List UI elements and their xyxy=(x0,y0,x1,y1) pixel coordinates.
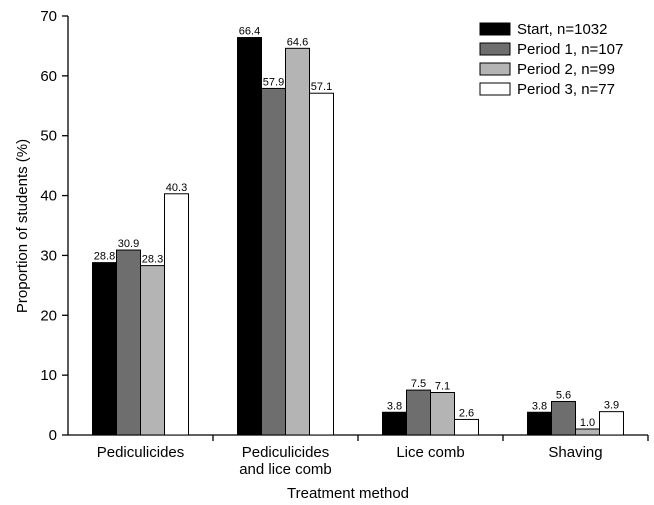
bar-value-label: 57.9 xyxy=(263,76,284,88)
bar-value-label: 30.9 xyxy=(118,238,139,250)
bar xyxy=(164,193,189,436)
bar-value-label: 3.8 xyxy=(532,400,547,412)
bar xyxy=(527,411,552,436)
bar-value-label: 1.0 xyxy=(580,417,595,429)
legend-swatch xyxy=(479,82,511,96)
bar xyxy=(599,411,624,436)
y-tick-label: 0 xyxy=(49,427,57,444)
x-tick-label: Shaving xyxy=(548,444,602,461)
bar xyxy=(406,389,431,436)
legend-swatch xyxy=(479,42,511,56)
bar-value-label: 3.9 xyxy=(604,400,619,412)
y-tick-label: 20 xyxy=(40,307,57,324)
legend: Start, n=1032 Period 1, n=107 Period 2, n=… xyxy=(479,21,623,98)
bar-value-label: 57.1 xyxy=(311,81,332,93)
bar xyxy=(309,92,334,436)
bar-value-label: 28.3 xyxy=(142,254,163,266)
x-tick-label: Lice comb xyxy=(396,444,464,461)
axes: 0 10 20 30 40 50 60 70 Pediculicides Pediculicide… xyxy=(40,8,649,478)
x-tick-label: Pediculicides xyxy=(97,444,185,461)
bar-value-label: 40.3 xyxy=(166,182,187,194)
bar xyxy=(454,418,479,436)
bar xyxy=(430,392,455,436)
bar xyxy=(261,87,286,436)
bar xyxy=(116,249,141,436)
legend-swatch xyxy=(479,62,511,76)
bar-value-label: 28.8 xyxy=(94,251,115,263)
bar-value-label: 5.6 xyxy=(556,389,571,401)
x-axis-title: Treatment method xyxy=(287,485,409,502)
bar-value-label: 66.4 xyxy=(239,26,260,38)
y-tick-label: 50 xyxy=(40,128,57,145)
bar xyxy=(140,265,165,436)
y-tick-label: 60 xyxy=(40,68,57,85)
bar xyxy=(382,411,407,436)
x-tick-label: and lice comb xyxy=(239,461,332,478)
y-tick-label: 10 xyxy=(40,367,57,384)
x-tick-label: Pediculicides xyxy=(242,444,330,461)
bar-value-label: 7.1 xyxy=(435,381,450,393)
data-labels: 28.830.928.3 40.3 66.4 57.9 64.6 57.1 3.8 7.5 7.… xyxy=(94,26,619,429)
bar xyxy=(92,262,117,436)
bar xyxy=(575,428,600,436)
legend-label: Period 1, n=107 xyxy=(517,41,623,58)
legend-label: Period 2, n=99 xyxy=(517,61,615,78)
y-tick-label: 40 xyxy=(40,188,57,205)
y-tick-label: 30 xyxy=(40,247,57,264)
bar xyxy=(237,37,262,436)
legend-swatch xyxy=(479,22,511,36)
bar xyxy=(551,400,576,436)
bar-value-label: 3.8 xyxy=(387,400,402,412)
y-tick-label: 70 xyxy=(40,8,57,25)
bars xyxy=(92,37,624,436)
bar-value-label: 2.6 xyxy=(459,407,474,419)
bar-value-label: 64.6 xyxy=(287,36,308,48)
y-axis-title: Proportion of students (%) xyxy=(14,139,31,313)
bar xyxy=(285,47,310,436)
legend-label: Period 3, n=77 xyxy=(517,81,615,98)
bar-value-label: 7.5 xyxy=(411,378,426,390)
legend-label: Start, n=1032 xyxy=(517,21,607,38)
